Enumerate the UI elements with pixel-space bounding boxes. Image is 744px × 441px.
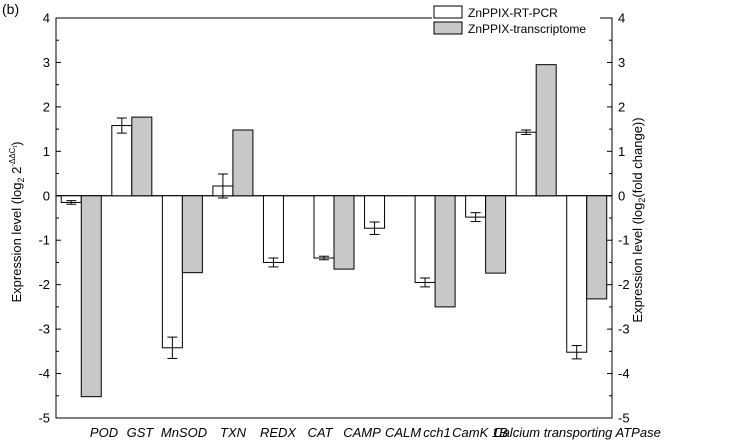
y-tick-label-right: -4: [618, 366, 630, 381]
x-category-label: POD: [90, 425, 118, 440]
y-tick-label-left: -5: [38, 411, 50, 426]
legend-swatch: [433, 21, 463, 35]
bar-transcriptome: [232, 129, 254, 197]
legend-swatch: [433, 5, 463, 19]
x-category-label: TXN: [220, 425, 247, 440]
y-tick-label-left: 1: [43, 144, 50, 159]
y-tick-label-left: -3: [38, 322, 50, 337]
y-tick-label-right: -1: [618, 233, 630, 248]
y-tick-label-left: -4: [38, 366, 50, 381]
x-category-label: CALM: [385, 425, 421, 440]
bar-transcriptome: [333, 195, 355, 270]
bar-transcriptome: [535, 64, 557, 197]
y-tick-label-left: 3: [43, 55, 50, 70]
bar-transcriptome: [434, 195, 456, 308]
x-category-label: Calcium transporting ATPase: [493, 425, 661, 440]
legend-label: ZnPPIX-transcriptome: [468, 22, 586, 36]
y-tick-label-left: 2: [43, 99, 50, 114]
bar-rt-pcr: [161, 195, 183, 349]
x-category-label: CamK 1B: [452, 425, 508, 440]
bar-rt-pcr: [111, 125, 133, 197]
y-tick-label-right: 2: [618, 99, 625, 114]
y-tick-label-left: 0: [43, 188, 50, 203]
y-tick-label-right: 0: [618, 188, 625, 203]
x-category-label: cch1: [423, 425, 450, 440]
bar-transcriptome: [80, 195, 102, 398]
legend-label: ZnPPIX-RT-PCR: [468, 6, 558, 20]
bar-transcriptome: [131, 116, 153, 197]
y-tick-label-right: 1: [618, 144, 625, 159]
x-category-label: CAMP: [343, 425, 381, 440]
bar-rt-pcr: [313, 195, 335, 259]
bar-rt-pcr: [262, 195, 284, 263]
bar-transcriptome: [485, 195, 507, 274]
x-category-label: GST: [127, 425, 155, 440]
y-tick-label-left: -1: [38, 233, 50, 248]
panel-label: (b): [2, 1, 20, 17]
y-tick-label-right: 4: [618, 11, 625, 26]
y-tick-label-left: -2: [38, 277, 50, 292]
y-tick-label-right: -2: [618, 277, 630, 292]
bar-transcriptome: [586, 195, 608, 300]
bar-rt-pcr: [414, 195, 436, 283]
bar-rt-pcr: [566, 195, 588, 353]
x-category-label: REDX: [260, 425, 297, 440]
bar-transcriptome: [181, 195, 203, 274]
y-axis-label-left: Expression level (log2 2-ΔΔCt): [8, 142, 26, 303]
x-category-label: CAT: [307, 425, 333, 440]
y-axis-label-right: Expression level (log2(fold change)): [630, 117, 647, 322]
x-category-label: MnSOD: [161, 425, 207, 440]
y-tick-label-right: -3: [618, 322, 630, 337]
legend: ZnPPIX-RT-PCR ZnPPIX-transcriptome: [432, 4, 600, 38]
y-tick-label-right: -5: [618, 411, 630, 426]
y-tick-label-right: 3: [618, 55, 625, 70]
bar-rt-pcr: [515, 131, 537, 197]
labels: -5 -5 -4 -4 -3 -3 -2 -2 -1 -1 0 0 1 1 2 2 3 3 4 4 POD GST MnSO…: [8, 11, 661, 441]
bars: [60, 64, 608, 398]
y-tick-label-left: 4: [43, 11, 50, 26]
